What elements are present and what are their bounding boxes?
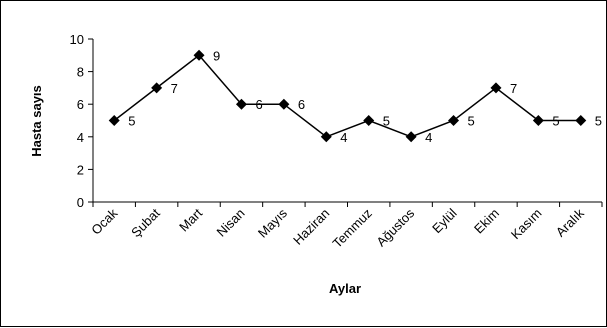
y-tick-label: 0 (77, 195, 84, 210)
data-point-marker (151, 82, 163, 94)
x-tick-label: Ekim (471, 206, 502, 237)
data-point-marker (363, 115, 375, 126)
data-label: 6 (298, 97, 305, 112)
x-tick-label: Kasım (508, 206, 545, 243)
y-tick-label: 8 (77, 65, 84, 80)
y-axis-title: Hasta sayıs (29, 85, 44, 157)
x-tick-labels: Ocak Şubat Mart Nisan Mayıs HaziranTemmuzAğus… (88, 205, 587, 251)
y-tick-label: 10 (70, 32, 84, 47)
x-tick-label: Temmuz (329, 206, 374, 251)
x-axis-title: Aylar (329, 281, 361, 296)
x-tick-label: Haziran (290, 206, 332, 248)
axes (88, 38, 603, 207)
x-tick-label: Ağustos (373, 205, 417, 249)
y-tick-label: 2 (77, 162, 84, 177)
data-point-marker (575, 115, 587, 126)
data-point-marker (448, 115, 460, 126)
x-tick-label: Mart (176, 205, 205, 234)
data-point-marker (108, 115, 120, 126)
data-label: 5 (383, 114, 390, 129)
data-point-marker (405, 131, 417, 143)
data-label: 7 (171, 81, 178, 96)
x-tick-label: Aralık (553, 205, 587, 239)
series (108, 49, 587, 143)
data-label: 4 (340, 130, 347, 145)
data-label: 5 (595, 114, 602, 129)
data-point-marker (193, 49, 205, 61)
data-label: 6 (255, 97, 262, 112)
series-line (113, 54, 581, 138)
data-label: 5 (552, 114, 559, 129)
data-label: 7 (510, 81, 517, 96)
y-tick-label: 6 (77, 97, 84, 112)
x-tick-label: Şubat (128, 205, 163, 240)
data-label: 5 (468, 114, 475, 129)
data-labels: 5 7 9 6 6 4 5 4 5 7 5 5 (128, 48, 602, 145)
data-label: 9 (213, 48, 220, 63)
data-point-marker (490, 82, 502, 94)
data-label: 5 (128, 114, 135, 129)
data-label: 4 (425, 130, 432, 145)
data-point-marker (278, 98, 290, 110)
x-tick-label: Nisan (213, 206, 247, 240)
data-point-marker (532, 115, 544, 126)
data-point-marker (320, 131, 332, 143)
y-tick-labels: 0 2 4 6 8 10 (70, 32, 84, 210)
x-tick-label: Ocak (88, 205, 120, 237)
y-tick-label: 4 (77, 130, 84, 145)
x-tick-label: Eylül (429, 205, 460, 236)
x-tick-label: Mayıs (255, 205, 290, 240)
data-point-marker (235, 98, 247, 110)
